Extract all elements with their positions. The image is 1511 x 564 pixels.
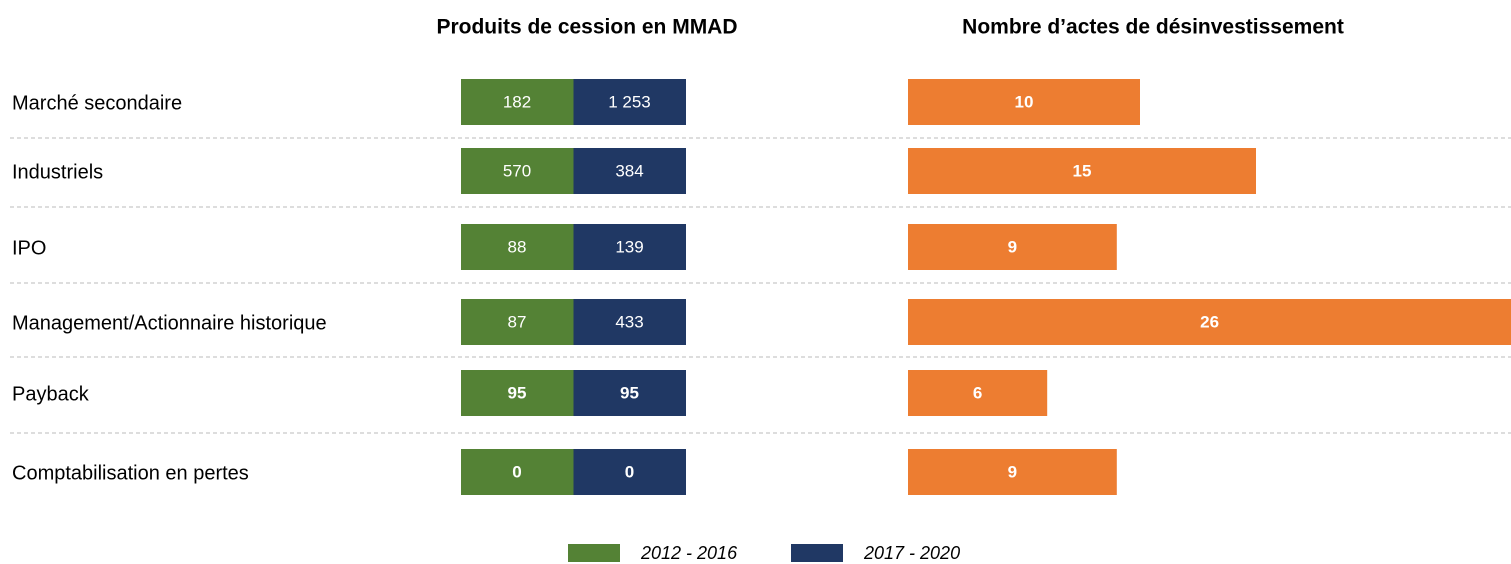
value-cell	[461, 449, 574, 495]
value-cell	[573, 224, 686, 270]
cell-label: 570	[503, 161, 531, 180]
cell-label: 0	[625, 462, 634, 481]
legend-swatch	[568, 544, 620, 562]
value-cell	[461, 370, 574, 416]
cell-label: 0	[512, 462, 521, 481]
cell-label: 95	[620, 383, 639, 402]
value-cell	[461, 299, 574, 345]
value-cell	[573, 79, 686, 125]
cell-label: 139	[615, 237, 643, 256]
bar	[908, 148, 1256, 194]
cell-label: 95	[508, 383, 527, 402]
legend-label: 2017 - 2020	[863, 543, 960, 563]
value-cell	[573, 449, 686, 495]
category-label: Comptabilisation en pertes	[12, 462, 249, 484]
bar-label: 9	[1008, 237, 1017, 256]
value-cell	[461, 224, 574, 270]
category-label: Industriels	[12, 161, 103, 183]
bar	[908, 449, 1117, 495]
cell-label: 1 253	[608, 92, 651, 111]
cell-label: 88	[508, 237, 527, 256]
bar-label: 10	[1015, 92, 1034, 111]
value-cell	[461, 148, 574, 194]
value-cell	[461, 79, 574, 125]
bar	[908, 299, 1511, 345]
category-label: Payback	[12, 383, 90, 405]
category-label: Marché secondaire	[12, 92, 182, 114]
value-cell	[573, 299, 686, 345]
cell-label: 182	[503, 92, 531, 111]
legend-swatch	[791, 544, 843, 562]
cell-label: 433	[615, 312, 643, 331]
bar-label: 9	[1008, 462, 1017, 481]
value-cell	[573, 148, 686, 194]
legend-label: 2012 - 2016	[640, 543, 738, 563]
bar	[908, 79, 1140, 125]
category-label: Management/Actionnaire historique	[12, 312, 327, 334]
bar	[908, 370, 1048, 416]
bar-title: Nombre d’actes de désinvestissement	[962, 16, 1344, 39]
cell-label: 384	[615, 161, 643, 180]
table-title: Produits de cession en MMAD	[436, 16, 737, 39]
bar-label: 6	[973, 383, 982, 402]
category-label: IPO	[12, 237, 46, 259]
bar-label: 15	[1073, 161, 1092, 180]
bar-label: 26	[1200, 312, 1219, 331]
value-cell	[573, 370, 686, 416]
cell-label: 87	[508, 312, 527, 331]
bar	[908, 224, 1117, 270]
